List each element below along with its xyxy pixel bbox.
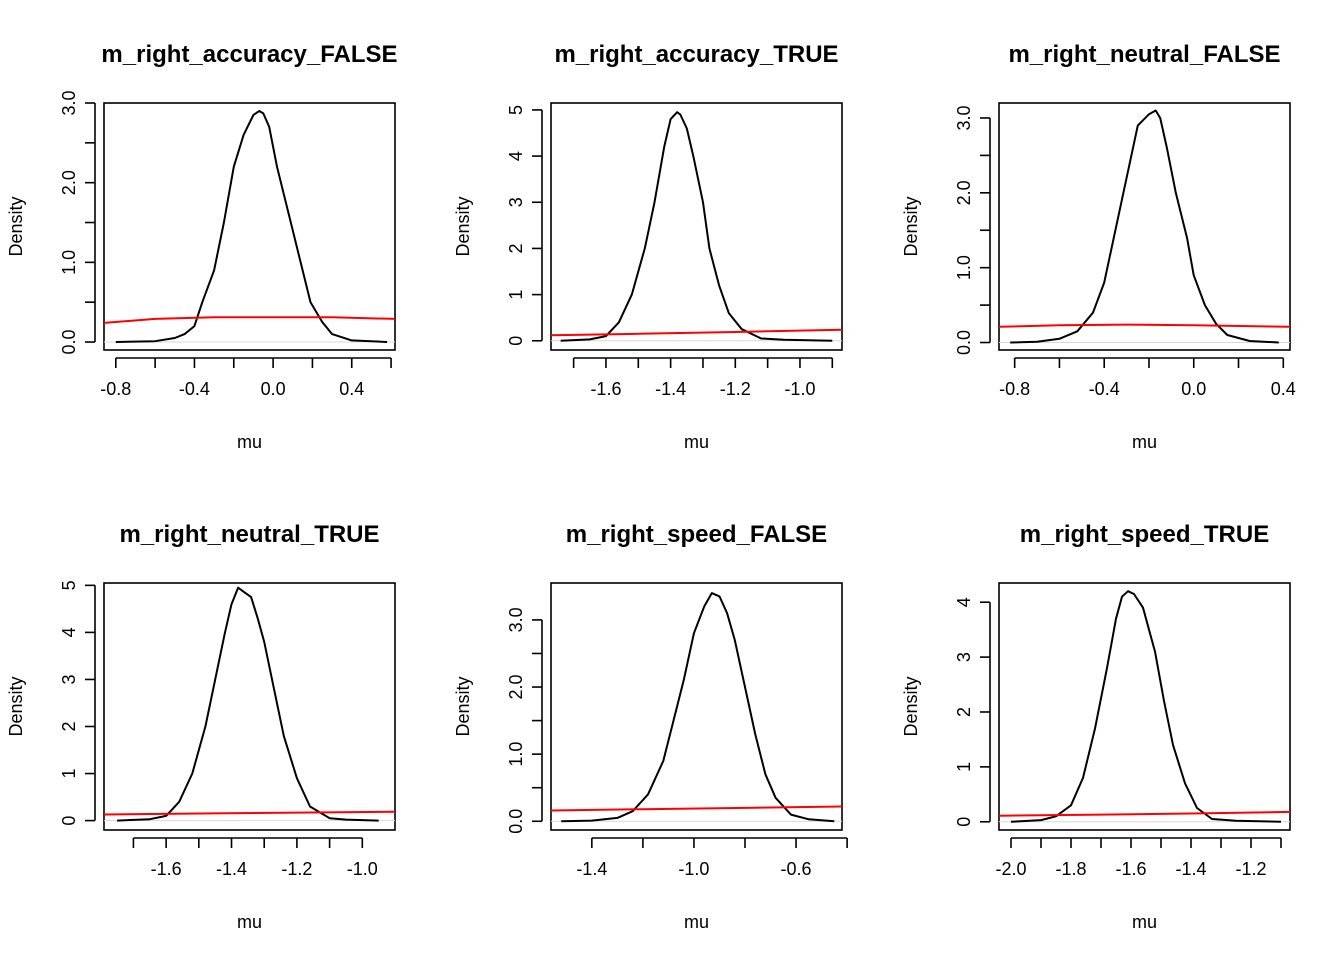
x-tick-label: -0.4: [179, 379, 210, 399]
y-tick-label: 2.0: [59, 170, 79, 195]
x-tick-label: -1.8: [1055, 859, 1086, 879]
prior-density-line: [999, 323, 1290, 328]
y-tick-label: 0: [506, 336, 526, 346]
plot-frame: [550, 102, 843, 351]
y-tick-label: 1: [59, 769, 79, 779]
y-tick-label: 2: [506, 243, 526, 253]
x-tick-label: -1.6: [1115, 859, 1146, 879]
y-tick-label: 1.0: [954, 255, 974, 280]
y-tick-label: 3: [59, 674, 79, 684]
y-tick-label: 3.0: [506, 607, 526, 632]
x-tick-label: -1.2: [281, 859, 312, 879]
prior-density-line: [104, 810, 395, 816]
y-tick-label: 0: [59, 816, 79, 826]
y-axis-label: Density: [453, 676, 473, 736]
panel-title: m_right_neutral_FALSE: [1008, 41, 1280, 68]
x-tick-label: -0.8: [999, 379, 1030, 399]
posterior-density-line: [117, 586, 379, 822]
posterior-density-line: [1010, 109, 1279, 344]
x-tick-label: -1.4: [576, 859, 607, 879]
y-tick-label: 5: [59, 580, 79, 590]
x-tick-label: -1.2: [1235, 859, 1266, 879]
posterior-density-line: [560, 111, 833, 342]
panel-2: m_right_accuracy_TRUE -1.6 -1.4 -1.2 -1.0 0 1 2…: [453, 41, 843, 452]
x-tick-label: 0.0: [261, 379, 286, 399]
plot-frame: [103, 582, 396, 831]
y-tick-label: 4: [506, 151, 526, 161]
prior-density-line: [104, 316, 395, 324]
y-axis-label: Density: [6, 676, 26, 736]
y-tick-label: 5: [506, 105, 526, 115]
x-tick-label: 0.4: [1271, 379, 1296, 399]
panel-6: m_right_speed_TRUE -2.0 -1.8 -1.6 -1.4 -1.2 0 1…: [901, 521, 1291, 932]
x-tick-label: -1.4: [1175, 859, 1206, 879]
x-tick-label: -2.0: [995, 859, 1026, 879]
y-tick-label: 4: [954, 597, 974, 607]
panel-title: m_right_neutral_TRUE: [119, 521, 379, 548]
x-axis-label: mu: [1132, 432, 1157, 452]
x-tick-label: -0.4: [1089, 379, 1120, 399]
panel-title: m_right_accuracy_FALSE: [101, 41, 397, 68]
x-axis-label: mu: [237, 912, 262, 932]
y-tick-label: 0: [954, 817, 974, 827]
plot-frame: [550, 582, 843, 831]
y-tick-label: 2.0: [506, 675, 526, 700]
x-tick-label: -1.0: [678, 859, 709, 879]
y-tick-label: 1: [506, 290, 526, 300]
y-tick-label: 2: [954, 707, 974, 717]
x-tick-label: -0.8: [100, 379, 131, 399]
x-axis-label: mu: [237, 432, 262, 452]
panel-3: m_right_neutral_FALSE -0.8 -0.4 0.0 0.4 0.0 1.…: [901, 41, 1296, 452]
y-tick-label: 2.0: [954, 180, 974, 205]
y-axis-label: Density: [453, 196, 473, 256]
posterior-density-line: [561, 592, 835, 823]
posterior-density-line: [1010, 590, 1282, 823]
x-tick-label: -1.2: [720, 379, 751, 399]
y-tick-label: 3: [954, 652, 974, 662]
panel-title: m_right_speed_FALSE: [566, 521, 827, 548]
y-tick-label: 1.0: [506, 742, 526, 767]
x-tick-label: -1.6: [590, 379, 621, 399]
prior-density-line: [551, 328, 842, 337]
x-tick-label: -1.4: [655, 379, 686, 399]
panel-1: m_right_accuracy_FALSE -0.8 -0.4 0.0 0.4 0.0 1…: [6, 41, 398, 452]
prior-density-line: [551, 805, 842, 812]
panel-title: m_right_speed_TRUE: [1020, 521, 1269, 548]
x-axis-label: mu: [684, 912, 709, 932]
y-axis-label: Density: [901, 676, 921, 736]
x-axis-label: mu: [1132, 912, 1157, 932]
y-tick-label: 0.0: [954, 330, 974, 355]
y-axis-label: Density: [901, 196, 921, 256]
x-tick-label: -1.4: [216, 859, 247, 879]
x-axis-label: mu: [684, 432, 709, 452]
x-tick-label: 0.0: [1181, 379, 1206, 399]
y-tick-label: 0.0: [59, 330, 79, 355]
prior-density-line: [999, 810, 1290, 817]
y-tick-label: 2: [59, 721, 79, 731]
y-tick-label: 4: [59, 627, 79, 637]
plot-frame: [998, 582, 1291, 831]
y-tick-label: 3: [506, 197, 526, 207]
y-tick-label: 1.0: [59, 250, 79, 275]
plot-frame: [998, 102, 1291, 351]
y-tick-label: 3.0: [954, 105, 974, 130]
x-tick-label: -1.0: [784, 379, 815, 399]
panel-5: m_right_speed_FALSE -1.4 -1.0 -0.6 0.0 1.0 2.0…: [453, 521, 848, 932]
x-tick-label: -1.0: [347, 859, 378, 879]
y-tick-label: 3.0: [59, 90, 79, 115]
y-tick-label: 1: [954, 762, 974, 772]
x-tick-label: -1.6: [151, 859, 182, 879]
plot-frame: [103, 102, 396, 351]
posterior-density-line: [115, 110, 388, 343]
y-tick-label: 0.0: [506, 809, 526, 834]
x-tick-label: 0.4: [339, 379, 364, 399]
panel-title: m_right_accuracy_TRUE: [554, 41, 838, 68]
x-tick-label: -0.6: [781, 859, 812, 879]
y-axis-label: Density: [6, 196, 26, 256]
panel-4: m_right_neutral_TRUE -1.6 -1.4 -1.2 -1.0 0 1 2 3…: [6, 521, 396, 932]
